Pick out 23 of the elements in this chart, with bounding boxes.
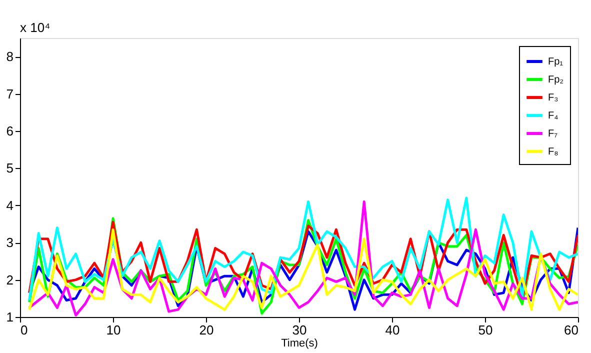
y-tick-label: 1 — [6, 310, 14, 324]
legend-label: Fp₂ — [548, 74, 564, 86]
y-tick-label: 8 — [6, 49, 14, 64]
x-tick-label: 0 — [20, 322, 28, 338]
legend-label: F₈ — [548, 146, 558, 158]
y-tick-label: 5 — [6, 160, 14, 176]
y-tick-label: 6 — [6, 124, 14, 138]
y-tick-label: 4 — [6, 198, 14, 213]
x-tick-label: 50 — [478, 322, 493, 338]
x-tick-label: 20 — [199, 322, 214, 338]
x-tick-label: 10 — [106, 322, 121, 338]
legend-label: F₃ — [548, 92, 558, 104]
text: x 10⁴ — [20, 20, 50, 35]
legend-label: F₄ — [548, 110, 558, 122]
y-tick-label: 3 — [6, 235, 14, 250]
x-tick-label: 40 — [385, 322, 400, 338]
y-tick-label: 7 — [6, 86, 14, 102]
legend-label: Fp₁ — [548, 56, 564, 68]
x-tick-label: 30 — [292, 322, 307, 338]
legend-label: F₇ — [548, 128, 558, 140]
y-tick-label: 2 — [6, 272, 14, 288]
x-axis-title: Time(s) — [281, 338, 318, 350]
x-tick-label: 60 — [564, 322, 578, 338]
